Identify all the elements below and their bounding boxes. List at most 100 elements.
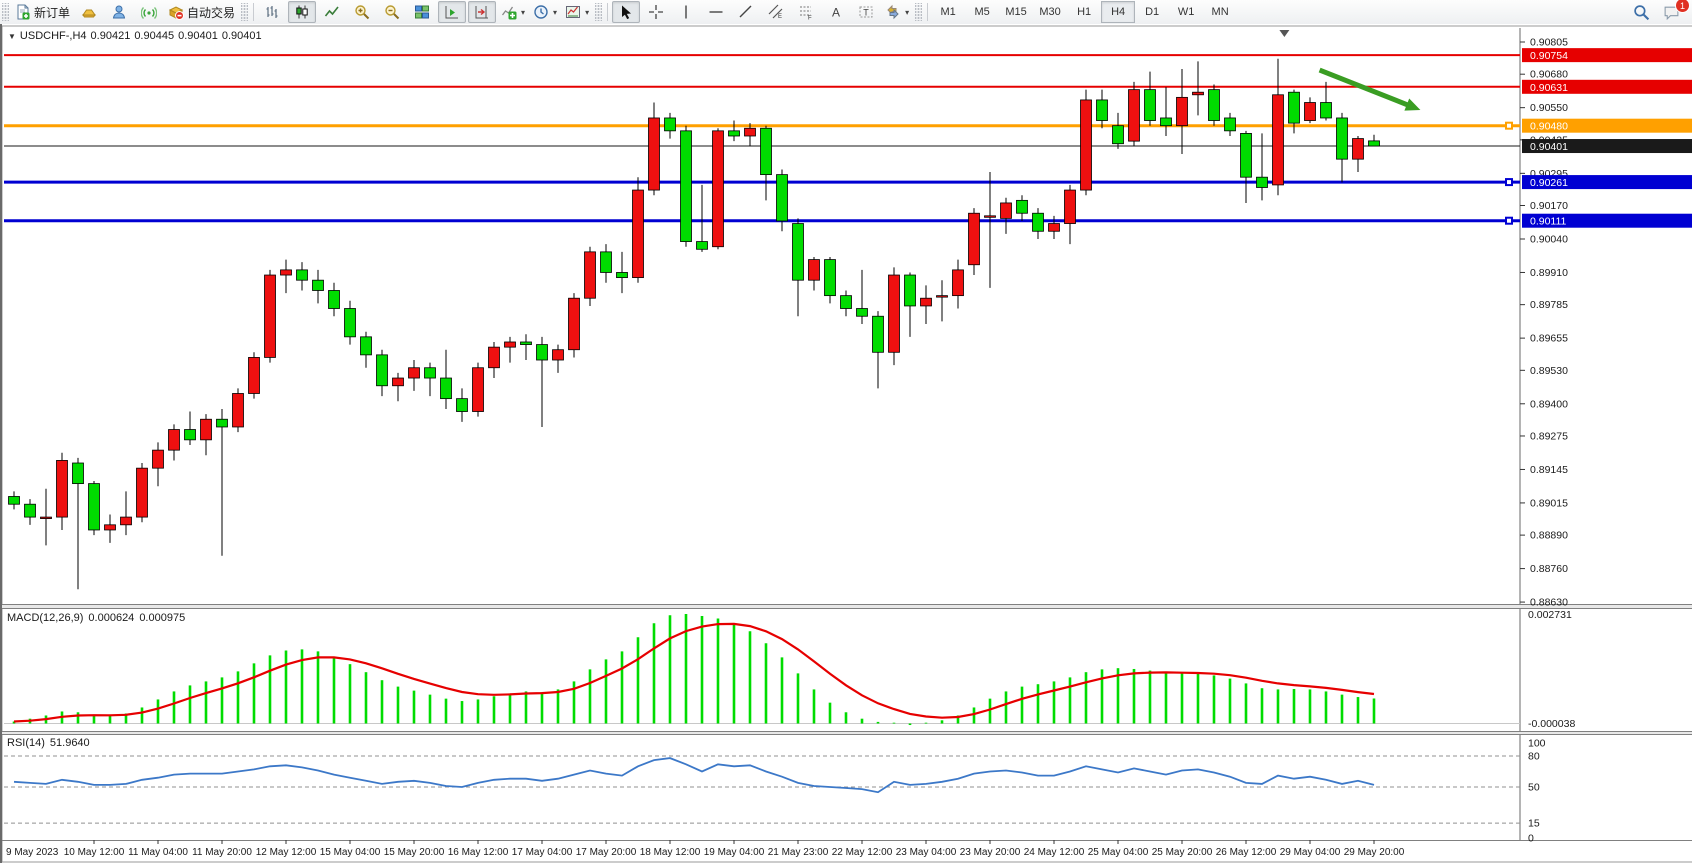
tf-m30-button[interactable]: M30: [1033, 1, 1067, 23]
new-order-button[interactable]: 新订单: [12, 1, 73, 23]
line-chart-button[interactable]: [318, 1, 346, 23]
vertical-line-button[interactable]: [672, 1, 700, 23]
chevron-down-icon[interactable]: ▾: [905, 7, 910, 17]
zoom-out-icon: [384, 4, 400, 20]
chart-shift-marker[interactable]: [1279, 30, 1290, 37]
autotrading-button[interactable]: 自动交易: [165, 1, 238, 23]
ohlc-open: 0.90421: [90, 30, 131, 42]
toolbar-grip[interactable]: [241, 3, 249, 21]
chart-shift-icon: [474, 4, 490, 20]
candle: [456, 398, 468, 412]
candle: [824, 259, 836, 297]
periods-button[interactable]: ▾: [530, 1, 560, 23]
time-axis-label: 12 May 12:00: [256, 847, 317, 858]
candle: [1224, 117, 1236, 132]
price-tick-label: 0.89655: [1530, 333, 1568, 345]
market-button[interactable]: [75, 1, 103, 23]
cursor-button[interactable]: [612, 1, 641, 23]
level-price-label: 0.90111: [1530, 216, 1567, 228]
cursor-icon: [618, 4, 634, 20]
toolbar-grip[interactable]: [915, 3, 923, 21]
ohlc-close: 0.90401: [221, 30, 262, 42]
shapes-button[interactable]: ▾: [882, 1, 912, 23]
vertical-line-icon: [678, 4, 694, 20]
candle: [952, 269, 964, 297]
bars-button[interactable]: [258, 1, 286, 23]
signal-icon: [141, 4, 158, 20]
time-axis-label: 25 May 20:00: [1152, 847, 1213, 858]
trendline-button[interactable]: [732, 1, 760, 23]
new-order-icon: [15, 4, 31, 20]
toolbar-grip[interactable]: [595, 3, 603, 21]
signals-button[interactable]: [135, 1, 163, 23]
level-handle[interactable]: [1505, 216, 1513, 225]
crosshair-button[interactable]: [642, 1, 670, 23]
notifications-button[interactable]: 1: [1657, 0, 1690, 23]
candle: [600, 251, 612, 273]
price-tick-label: 0.90680: [1530, 69, 1568, 81]
level-handle[interactable]: [1505, 178, 1513, 187]
candle: [56, 460, 68, 518]
search-button[interactable]: [1627, 1, 1655, 23]
equidistant-channel-button[interactable]: E: [762, 1, 790, 23]
chevron-down-icon[interactable]: ▾: [521, 7, 526, 17]
text-button[interactable]: A: [822, 1, 850, 23]
macd-axis-min: -0.000038: [1528, 718, 1575, 730]
price-tick-label: 0.89910: [1530, 267, 1568, 279]
zoom-in-button[interactable]: [348, 1, 376, 23]
tf-d1-button[interactable]: D1: [1135, 1, 1169, 23]
tf-w1-button[interactable]: W1: [1169, 1, 1203, 23]
candle: [232, 393, 244, 428]
auto-scroll-button[interactable]: [438, 1, 467, 23]
candle: [984, 215, 996, 218]
chart-expand-icon[interactable]: ▼: [8, 31, 16, 41]
chevron-down-icon[interactable]: ▾: [553, 7, 558, 17]
rsi-axis-label: 0: [1528, 833, 1534, 845]
tf-m5-button[interactable]: M5: [965, 1, 999, 23]
panel-splitter[interactable]: [2, 604, 1692, 609]
tf-m15-button[interactable]: M15: [999, 1, 1033, 23]
horizontal-line-button[interactable]: [702, 1, 730, 23]
candle: [696, 241, 708, 250]
candle: [920, 297, 932, 307]
toolbar: 新订单 自动交易 ▾ ▾ ▾ E F A T ▾ M1 M5 M15 M30 H1 H4 D1 W1 MN 1: [0, 0, 1692, 25]
tf-m1-button[interactable]: M1: [931, 1, 965, 23]
community-button[interactable]: [105, 1, 133, 23]
chevron-down-icon[interactable]: ▾: [585, 7, 590, 17]
level-price-label: 0.90261: [1530, 177, 1568, 189]
candle: [1080, 99, 1092, 191]
panel-splitter[interactable]: [2, 731, 1692, 735]
rsi-indicator-label: RSI(14) 51.9640: [7, 737, 90, 749]
candle: [248, 357, 260, 394]
toolbar-grip[interactable]: [2, 3, 9, 21]
level-price-label-box: [1522, 79, 1692, 94]
chart-shift-button[interactable]: [468, 1, 497, 23]
templates-button[interactable]: ▾: [562, 1, 592, 23]
indicators-button[interactable]: ▾: [498, 1, 528, 23]
tf-h1-button[interactable]: H1: [1067, 1, 1101, 23]
text-label-button[interactable]: T: [852, 1, 880, 23]
macd-signal-line: [13, 622, 1375, 723]
tf-m30-button-label: M30: [1039, 6, 1061, 18]
channel-icon: E: [768, 4, 784, 20]
candle: [1368, 140, 1380, 147]
tf-h4-button[interactable]: H4: [1101, 1, 1136, 23]
candles-button[interactable]: [288, 1, 317, 23]
candle: [1016, 199, 1028, 214]
macd-indicator-label: MACD(12,26,9) 0.000624 0.000975: [7, 612, 185, 624]
tile-windows-button[interactable]: [408, 1, 436, 23]
tf-mn-button[interactable]: MN: [1203, 1, 1237, 23]
candle: [72, 462, 84, 485]
trend-arrow-annotation[interactable]: [1318, 67, 1413, 109]
toolbar-right: 1: [1626, 0, 1690, 23]
zoom-out-button[interactable]: [378, 1, 406, 23]
time-axis-label: 17 May 04:00: [512, 847, 573, 858]
autotrading-icon: [168, 4, 185, 20]
periods-icon: [533, 4, 549, 20]
candle: [40, 516, 52, 519]
rsi-axis-label: 15: [1528, 818, 1540, 830]
candle: [776, 174, 788, 222]
fibonacci-button[interactable]: F: [792, 1, 820, 23]
level-handle[interactable]: [1505, 121, 1513, 130]
candle: [968, 212, 980, 266]
